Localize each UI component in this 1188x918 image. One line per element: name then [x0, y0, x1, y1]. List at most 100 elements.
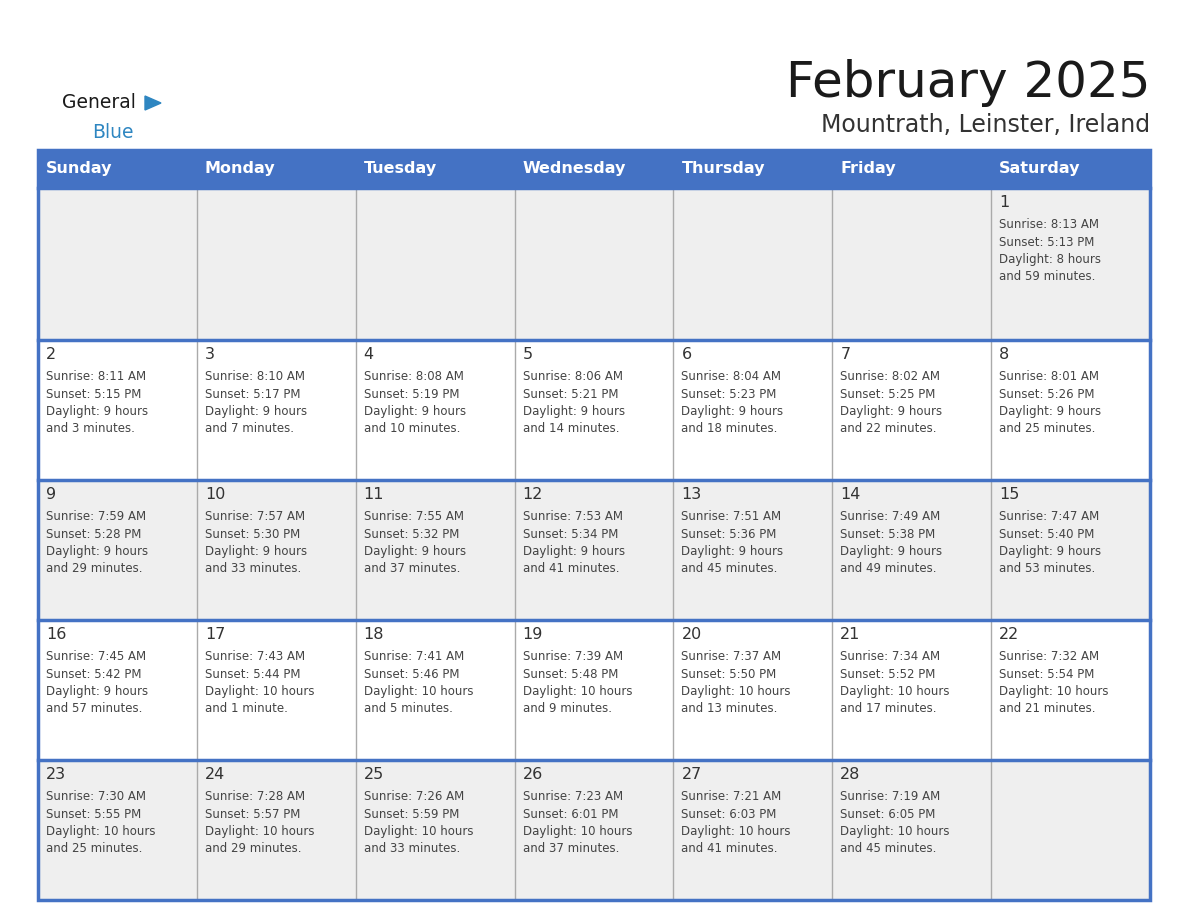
Text: Sunset: 5:52 PM: Sunset: 5:52 PM: [840, 667, 936, 680]
Text: Daylight: 9 hours: Daylight: 9 hours: [364, 405, 466, 418]
Text: Wednesday: Wednesday: [523, 162, 626, 176]
Text: and 29 minutes.: and 29 minutes.: [204, 843, 302, 856]
Text: Sunset: 6:01 PM: Sunset: 6:01 PM: [523, 808, 618, 821]
Text: and 21 minutes.: and 21 minutes.: [999, 702, 1095, 715]
Text: Sunrise: 8:08 AM: Sunrise: 8:08 AM: [364, 370, 463, 383]
Text: Daylight: 10 hours: Daylight: 10 hours: [840, 685, 949, 698]
Text: Daylight: 9 hours: Daylight: 9 hours: [682, 405, 784, 418]
Text: Sunrise: 8:02 AM: Sunrise: 8:02 AM: [840, 370, 940, 383]
Text: 27: 27: [682, 767, 702, 782]
Text: 11: 11: [364, 487, 384, 502]
Text: 25: 25: [364, 767, 384, 782]
Text: and 33 minutes.: and 33 minutes.: [204, 563, 301, 576]
Text: Sunset: 6:05 PM: Sunset: 6:05 PM: [840, 808, 936, 821]
Text: Sunset: 5:44 PM: Sunset: 5:44 PM: [204, 667, 301, 680]
Text: Sunrise: 7:34 AM: Sunrise: 7:34 AM: [840, 650, 941, 663]
Text: Daylight: 9 hours: Daylight: 9 hours: [46, 405, 148, 418]
Text: 19: 19: [523, 627, 543, 642]
Text: 6: 6: [682, 347, 691, 362]
Text: 18: 18: [364, 627, 384, 642]
Text: and 37 minutes.: and 37 minutes.: [523, 843, 619, 856]
Text: and 25 minutes.: and 25 minutes.: [999, 422, 1095, 435]
Text: Sunrise: 7:26 AM: Sunrise: 7:26 AM: [364, 790, 465, 803]
Text: and 1 minute.: and 1 minute.: [204, 702, 287, 715]
Text: Sunrise: 7:49 AM: Sunrise: 7:49 AM: [840, 510, 941, 523]
Text: Sunset: 5:50 PM: Sunset: 5:50 PM: [682, 667, 777, 680]
Text: Daylight: 10 hours: Daylight: 10 hours: [46, 825, 156, 838]
Text: Sunrise: 7:53 AM: Sunrise: 7:53 AM: [523, 510, 623, 523]
Text: Sunrise: 7:37 AM: Sunrise: 7:37 AM: [682, 650, 782, 663]
Text: 9: 9: [46, 487, 56, 502]
Text: Sunset: 5:19 PM: Sunset: 5:19 PM: [364, 387, 460, 400]
Text: 13: 13: [682, 487, 702, 502]
Text: and 3 minutes.: and 3 minutes.: [46, 422, 135, 435]
Text: 20: 20: [682, 627, 702, 642]
Text: and 5 minutes.: and 5 minutes.: [364, 702, 453, 715]
Text: Sunset: 6:03 PM: Sunset: 6:03 PM: [682, 808, 777, 821]
Text: Sunday: Sunday: [46, 162, 113, 176]
Text: Sunset: 5:46 PM: Sunset: 5:46 PM: [364, 667, 460, 680]
Text: Daylight: 10 hours: Daylight: 10 hours: [682, 685, 791, 698]
Text: Sunset: 5:55 PM: Sunset: 5:55 PM: [46, 808, 141, 821]
Text: and 9 minutes.: and 9 minutes.: [523, 702, 612, 715]
Text: 3: 3: [204, 347, 215, 362]
Text: 24: 24: [204, 767, 225, 782]
Text: Daylight: 10 hours: Daylight: 10 hours: [523, 685, 632, 698]
Text: and 13 minutes.: and 13 minutes.: [682, 702, 778, 715]
Polygon shape: [145, 96, 162, 110]
Text: Daylight: 10 hours: Daylight: 10 hours: [840, 825, 949, 838]
Text: and 18 minutes.: and 18 minutes.: [682, 422, 778, 435]
Text: Sunset: 5:40 PM: Sunset: 5:40 PM: [999, 528, 1094, 541]
Text: Daylight: 9 hours: Daylight: 9 hours: [840, 545, 942, 558]
Text: 21: 21: [840, 627, 860, 642]
Text: 1: 1: [999, 195, 1010, 210]
Text: 12: 12: [523, 487, 543, 502]
Text: February 2025: February 2025: [785, 59, 1150, 107]
Text: Sunset: 5:30 PM: Sunset: 5:30 PM: [204, 528, 301, 541]
Text: Sunset: 5:28 PM: Sunset: 5:28 PM: [46, 528, 141, 541]
Text: and 53 minutes.: and 53 minutes.: [999, 563, 1095, 576]
Text: Tuesday: Tuesday: [364, 162, 437, 176]
Text: and 10 minutes.: and 10 minutes.: [364, 422, 460, 435]
Text: Sunset: 5:13 PM: Sunset: 5:13 PM: [999, 236, 1094, 249]
FancyBboxPatch shape: [38, 150, 1150, 188]
Text: 14: 14: [840, 487, 860, 502]
Text: and 49 minutes.: and 49 minutes.: [840, 563, 937, 576]
Text: Sunrise: 7:23 AM: Sunrise: 7:23 AM: [523, 790, 623, 803]
Text: Sunset: 5:42 PM: Sunset: 5:42 PM: [46, 667, 141, 680]
Text: and 59 minutes.: and 59 minutes.: [999, 271, 1095, 284]
Text: Daylight: 9 hours: Daylight: 9 hours: [523, 545, 625, 558]
FancyBboxPatch shape: [38, 480, 1150, 620]
Text: 10: 10: [204, 487, 226, 502]
Text: Sunrise: 7:57 AM: Sunrise: 7:57 AM: [204, 510, 305, 523]
Text: Sunset: 5:15 PM: Sunset: 5:15 PM: [46, 387, 141, 400]
Text: Daylight: 8 hours: Daylight: 8 hours: [999, 253, 1101, 266]
Text: Sunrise: 8:01 AM: Sunrise: 8:01 AM: [999, 370, 1099, 383]
Text: Sunset: 5:32 PM: Sunset: 5:32 PM: [364, 528, 459, 541]
Text: Sunrise: 7:55 AM: Sunrise: 7:55 AM: [364, 510, 463, 523]
Text: and 45 minutes.: and 45 minutes.: [682, 563, 778, 576]
Text: and 57 minutes.: and 57 minutes.: [46, 702, 143, 715]
Text: and 29 minutes.: and 29 minutes.: [46, 563, 143, 576]
Text: Daylight: 9 hours: Daylight: 9 hours: [364, 545, 466, 558]
Text: 23: 23: [46, 767, 67, 782]
Text: Daylight: 10 hours: Daylight: 10 hours: [523, 825, 632, 838]
Text: and 45 minutes.: and 45 minutes.: [840, 843, 936, 856]
FancyBboxPatch shape: [38, 188, 1150, 340]
FancyBboxPatch shape: [38, 760, 1150, 900]
Text: Daylight: 9 hours: Daylight: 9 hours: [840, 405, 942, 418]
Text: Sunset: 5:36 PM: Sunset: 5:36 PM: [682, 528, 777, 541]
Text: Daylight: 9 hours: Daylight: 9 hours: [204, 545, 307, 558]
Text: Sunset: 5:21 PM: Sunset: 5:21 PM: [523, 387, 618, 400]
Text: Sunrise: 7:41 AM: Sunrise: 7:41 AM: [364, 650, 465, 663]
Text: Thursday: Thursday: [682, 162, 765, 176]
Text: and 37 minutes.: and 37 minutes.: [364, 563, 460, 576]
Text: Sunset: 5:48 PM: Sunset: 5:48 PM: [523, 667, 618, 680]
Text: Blue: Blue: [91, 124, 133, 142]
Text: and 14 minutes.: and 14 minutes.: [523, 422, 619, 435]
Text: Daylight: 9 hours: Daylight: 9 hours: [999, 405, 1101, 418]
Text: Sunrise: 8:11 AM: Sunrise: 8:11 AM: [46, 370, 146, 383]
Text: Friday: Friday: [840, 162, 896, 176]
Text: Daylight: 9 hours: Daylight: 9 hours: [682, 545, 784, 558]
Text: Daylight: 9 hours: Daylight: 9 hours: [999, 545, 1101, 558]
